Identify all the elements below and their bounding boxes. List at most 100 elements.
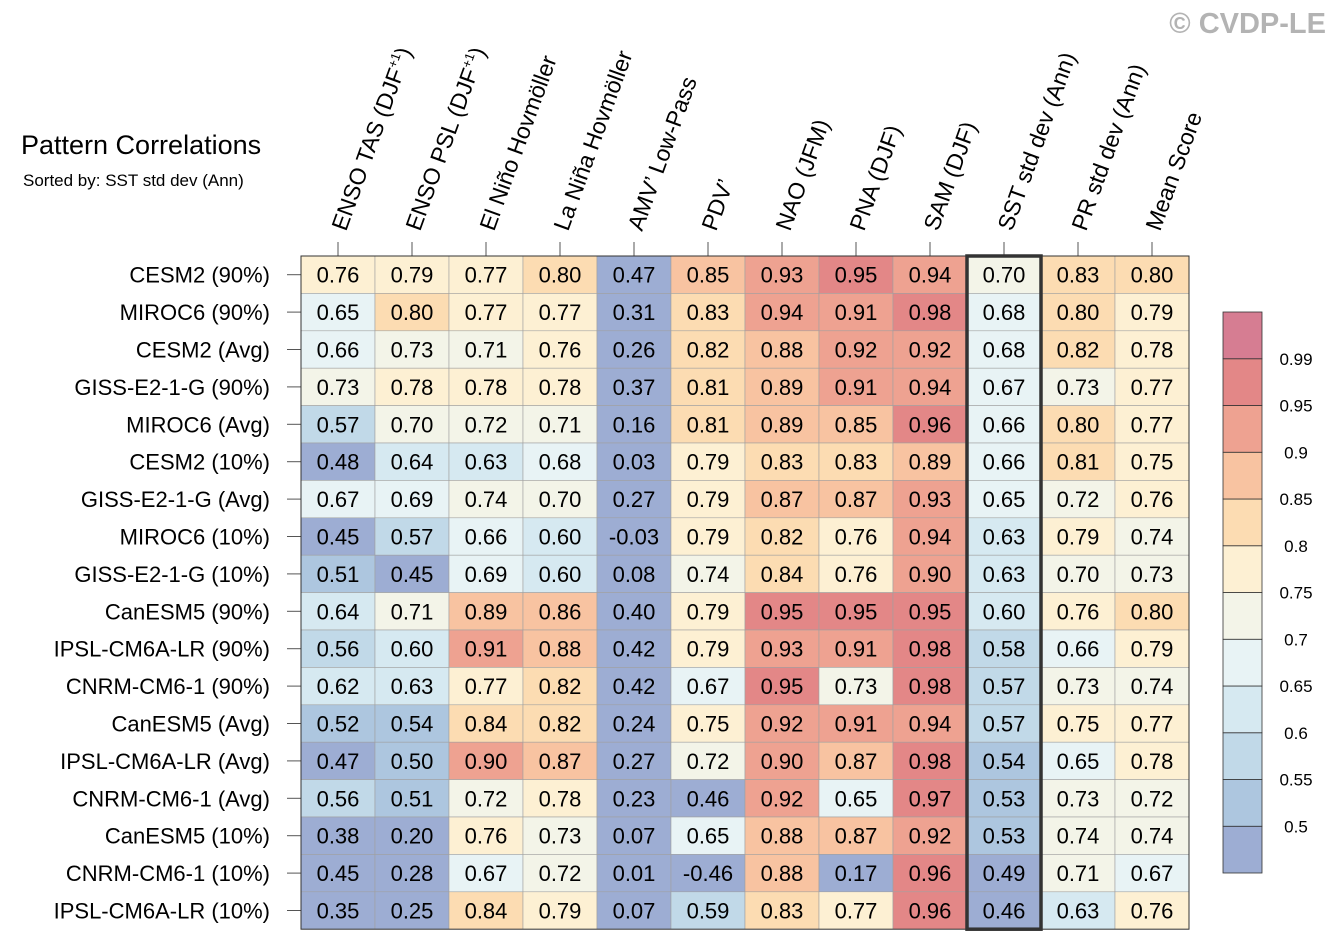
heatmap-cell [300,330,376,369]
row-label: MIROC6 (Avg) [126,412,270,437]
heatmap-cell [670,854,746,893]
cell-value: 0.93 [909,487,952,512]
cell-value: 0.73 [317,375,360,400]
cell-value: 0.84 [465,712,508,737]
cell-value: 0.77 [465,300,508,325]
heatmap-cell [670,667,746,706]
cell-value: 0.38 [317,824,360,849]
cell-value: 0.63 [1057,899,1100,924]
cell-value: 0.80 [1131,263,1174,288]
heatmap-cell [966,330,1042,369]
heatmap-cell [818,704,894,743]
row-label: IPSL-CM6A-LR (90%) [54,637,270,662]
heatmap-cell [448,367,524,406]
cell-value: 0.77 [465,674,508,699]
heatmap-cell [522,293,598,332]
cell-value: 0.42 [613,674,656,699]
cell-value: 0.27 [613,749,656,774]
heatmap-cell [374,330,450,369]
heatmap-cell [522,741,598,780]
heatmap-cell [966,854,1042,893]
cell-value: 0.87 [835,824,878,849]
cell-value: 0.91 [835,712,878,737]
heatmap-cell [744,517,820,556]
cell-value: 0.47 [613,263,656,288]
heatmap-cell [892,629,968,668]
colorbar-segment [1222,451,1263,500]
heatmap-cell [1114,517,1190,556]
colorbar-tick-label: 0.75 [1279,584,1312,603]
cell-value: 0.65 [1057,749,1100,774]
column-label: PR std dev (Ann) [1066,60,1150,233]
heatmap-cell [744,891,820,930]
column-label: ENSO PSL (DJF+1) [400,44,490,234]
heatmap-cell [818,816,894,855]
cell-value: 0.76 [835,525,878,550]
heatmap-cell [374,367,450,406]
heatmap-cell [374,891,450,930]
cell-value: 0.66 [983,412,1026,437]
heatmap-cell [744,330,820,369]
cell-value: 0.83 [1057,263,1100,288]
cell-value: 0.79 [687,487,730,512]
heatmap-cell [596,779,672,818]
cell-value: 0.94 [909,525,952,550]
heatmap-cell [966,480,1042,519]
cell-value: 0.48 [317,450,360,475]
heatmap-cell [892,442,968,481]
cell-value: 0.98 [909,300,952,325]
cell-value: 0.91 [465,637,508,662]
cell-value: 0.45 [391,562,434,587]
heatmap-cells: 0.76 0.79 0.77 0.80 0.47 0.85 0.93 0.95 0.94 0.70… [300,254,1190,931]
cell-value: 0.91 [835,300,878,325]
heatmap-cell [522,517,598,556]
heatmap-cell [670,554,746,593]
cell-value: 0.01 [613,861,656,886]
heatmap-cell [522,854,598,893]
heatmap-cell [670,816,746,855]
cell-value: 0.67 [317,487,360,512]
cell-value: 0.65 [317,300,360,325]
cell-value: 0.66 [317,338,360,363]
heatmap-cell [596,891,672,930]
cell-value: 0.89 [761,375,804,400]
row-label: CanESM5 (90%) [105,599,270,624]
cell-value: 0.85 [687,263,730,288]
heatmap-cell [448,554,524,593]
heatmap-cell [596,629,672,668]
cell-value: 0.75 [1131,450,1174,475]
heatmap-cell [670,704,746,743]
cell-value: 0.75 [687,712,730,737]
cell-value: 0.88 [761,861,804,886]
cell-value: 0.57 [391,525,434,550]
cell-value: 0.78 [539,786,582,811]
column-label: La Niña Hovmöller [548,47,637,234]
cell-value: 0.71 [539,412,582,437]
cell-value: 0.78 [1131,749,1174,774]
cell-value: 0.74 [687,562,730,587]
cell-value: 0.70 [1057,562,1100,587]
cell-value: 0.73 [1131,562,1174,587]
colorbar-tick-label: 0.85 [1279,490,1312,509]
cell-value: 0.71 [391,599,434,624]
heatmap-cell [522,667,598,706]
cell-value: 0.64 [317,599,360,624]
heatmap-cell [596,667,672,706]
cell-value: 0.31 [613,300,656,325]
cell-value: 0.72 [1131,786,1174,811]
heatmap-cell [374,554,450,593]
heatmap-cell [596,741,672,780]
cell-value: 0.07 [613,899,656,924]
heatmap-cell [596,255,672,294]
cell-value: 0.58 [983,637,1026,662]
heatmap-cell [818,405,894,444]
cell-value: 0.74 [1131,824,1174,849]
heatmap-cell [892,554,968,593]
cell-value: 0.95 [761,674,804,699]
heatmap-cell [448,779,524,818]
heatmap-cell [818,554,894,593]
cell-value: 0.45 [317,525,360,550]
colorbar-segment [1222,638,1263,687]
heatmap-cell [966,255,1042,294]
chart-title: Pattern Correlations [21,130,261,160]
